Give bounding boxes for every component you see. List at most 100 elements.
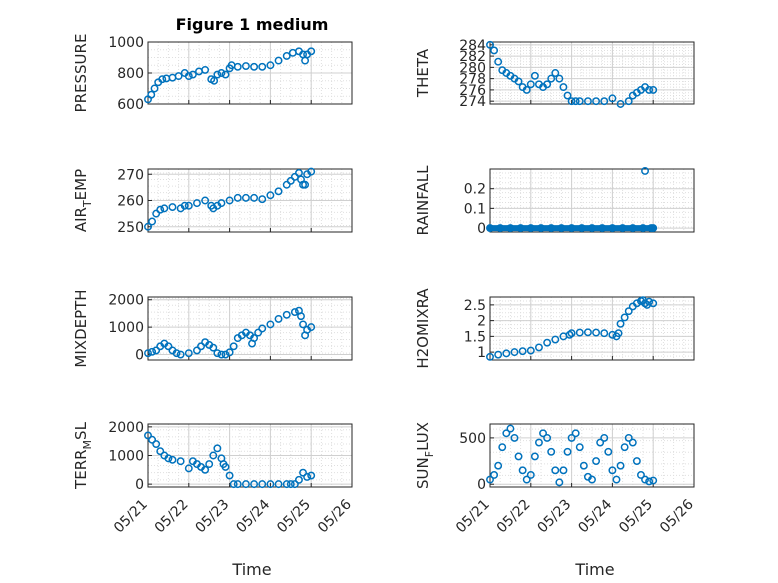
- y-axis-label-part: SL: [72, 421, 90, 440]
- data-point: [180, 201, 189, 210]
- y-tick-label: 0: [477, 221, 486, 237]
- data-point: [233, 193, 242, 202]
- data-point: [592, 328, 601, 337]
- y-tick-label: 1000: [108, 320, 144, 336]
- data-point: [526, 346, 535, 355]
- data-point: [197, 342, 205, 351]
- plot-area: [490, 169, 694, 232]
- data-point: [193, 346, 201, 355]
- data-point: [624, 97, 633, 106]
- data-point: [583, 328, 592, 337]
- data-point: [229, 480, 238, 489]
- y-axis-label-part: TERR: [72, 449, 90, 490]
- data-point: [290, 480, 299, 489]
- data-point: [555, 74, 564, 83]
- data-point: [174, 72, 183, 81]
- data-point: [543, 80, 552, 89]
- data-point: [571, 429, 580, 438]
- x-tick-label: 05/23: [535, 497, 575, 537]
- data-point: [217, 69, 226, 77]
- data-point: [575, 328, 584, 337]
- data-point: [209, 343, 218, 352]
- y-tick-label: 2.5: [464, 298, 486, 314]
- data-point: [297, 312, 305, 321]
- data-point: [176, 350, 185, 359]
- x-tick-label: 05/24: [575, 496, 615, 536]
- data-point: [150, 84, 159, 93]
- y-tick-label: 274: [459, 94, 486, 110]
- data-point: [494, 350, 503, 359]
- y-tick-label: 276: [459, 83, 486, 99]
- data-point: [201, 65, 210, 74]
- panel-8: 0 500 SUNFLUX 05/21 05/22 05/23 05/24 05/25 05/2…: [414, 422, 697, 536]
- y-tick-label: 270: [117, 167, 144, 183]
- y-tick-label: 800: [117, 66, 144, 82]
- data-point: [307, 323, 316, 332]
- data-point: [608, 94, 617, 103]
- data-point: [282, 310, 291, 319]
- y-tick-label: 600: [117, 97, 144, 113]
- data-point: [144, 431, 152, 440]
- y-tick-label: 1000: [108, 449, 144, 465]
- data-point: [530, 71, 539, 80]
- data-point: [156, 447, 165, 456]
- data-point: [184, 349, 193, 358]
- data-point: [225, 196, 234, 205]
- data-point: [258, 480, 267, 489]
- x-tick-label: 05/21: [111, 497, 151, 537]
- data-point: [144, 222, 152, 231]
- data-point: [184, 201, 193, 210]
- data-point: [188, 70, 197, 79]
- y-tick-label: 0.1: [464, 201, 486, 217]
- axes-box: [489, 296, 695, 361]
- data-point: [193, 199, 201, 208]
- data-point: [266, 320, 275, 329]
- data-point: [210, 76, 219, 85]
- data-point: [641, 475, 649, 484]
- data-point: [620, 443, 629, 452]
- data-point: [233, 62, 242, 71]
- data-point: [526, 471, 535, 479]
- data-point: [575, 97, 584, 106]
- data-point: [307, 471, 316, 480]
- x-tick-label: 05/22: [494, 497, 534, 537]
- data-point: [213, 349, 222, 358]
- x-axis-label-left: Time: [231, 560, 271, 579]
- data-point: [645, 297, 654, 306]
- x-axis-label-right: Time: [574, 560, 614, 579]
- data-point: [632, 457, 641, 466]
- plot-area: [148, 297, 352, 360]
- data-point: [274, 187, 283, 196]
- y-axis-label: MIXDEPTH: [72, 289, 90, 367]
- data-point: [608, 466, 617, 475]
- data-point: [649, 476, 658, 485]
- data-point: [229, 342, 238, 351]
- y-axis-label-part: T: [81, 200, 94, 208]
- data-point: [258, 324, 267, 333]
- data-point: [518, 466, 527, 475]
- data-point: [274, 480, 283, 489]
- data-point: [286, 480, 295, 489]
- y-axis-label: SUNFLUX: [414, 422, 436, 489]
- data-point: [486, 352, 494, 361]
- data-point: [645, 85, 654, 94]
- data-point: [543, 338, 552, 347]
- data-point: [184, 72, 193, 81]
- data-point: [494, 461, 503, 470]
- data-point: [221, 463, 230, 471]
- data-point: [567, 433, 576, 442]
- y-axis-label-part: PRESSURE: [72, 34, 90, 113]
- data-point: [547, 74, 556, 83]
- data-point: [571, 97, 580, 106]
- data-point: [486, 475, 494, 484]
- y-axis-label-part: SUN: [414, 457, 432, 489]
- data-point: [209, 451, 218, 460]
- y-tick-label: 2000: [108, 420, 144, 436]
- data-point: [526, 80, 535, 89]
- x-tick-label: 05/26: [657, 496, 697, 536]
- data-point: [266, 191, 275, 200]
- panel-5: 0 1000 2000 MIXDEPTH: [72, 289, 353, 368]
- data-point: [164, 454, 173, 463]
- data-point: [299, 468, 307, 477]
- x-tick-label: 05/26: [315, 496, 355, 536]
